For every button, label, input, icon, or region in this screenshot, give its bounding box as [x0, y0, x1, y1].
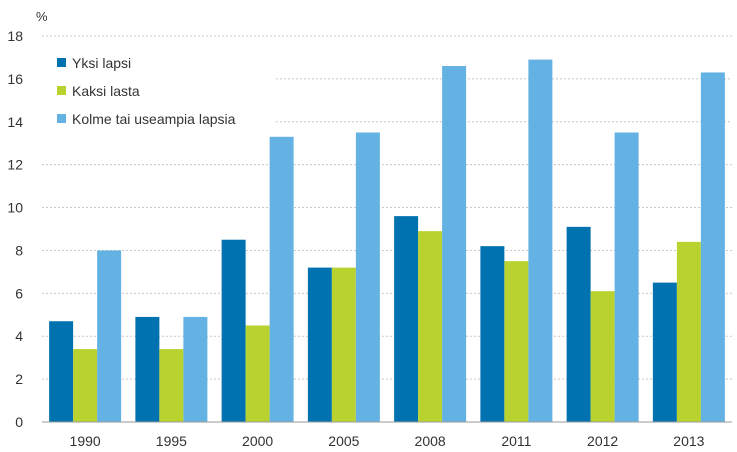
legend-swatch-3: [57, 114, 66, 123]
bar-2000-series-1: [221, 239, 246, 422]
gridlines: [42, 35, 732, 380]
bar-1995-series-3: [183, 316, 208, 422]
x-tick-label: 2000: [242, 433, 273, 449]
bar-2013-series-3: [700, 72, 725, 422]
bar-2012-series-2: [590, 291, 615, 422]
legend: Yksi lapsi Kaksi lasta Kolme tai useampia …: [57, 55, 236, 127]
legend-label-1: Yksi lapsi: [72, 55, 131, 71]
bar-2011-series-2: [504, 261, 529, 422]
bar-1990-series-2: [73, 349, 98, 422]
x-tick-label: 1995: [156, 433, 187, 449]
bar-1995-series-2: [159, 349, 184, 422]
bar-2013-series-2: [676, 241, 701, 422]
x-tick-label: 2011: [501, 433, 531, 449]
y-tick-label: 8: [15, 242, 23, 258]
y-tick-label: 2: [15, 371, 23, 387]
bar-2013-series-1: [652, 282, 677, 422]
y-tick-label: 12: [7, 157, 23, 173]
bar-2012-series-3: [614, 132, 639, 422]
bars: [49, 59, 725, 423]
x-axis-ticks: 1990 1995 2000 2005 2008 2011 2012 2013: [70, 433, 705, 449]
y-axis-ticks: 0 2 4 6 8 10 12 14 16 18: [7, 28, 23, 430]
bar-2005-series-3: [355, 132, 380, 422]
bar-1990-series-1: [49, 321, 74, 422]
bar-2011-series-1: [480, 246, 505, 422]
bar-2011-series-3: [528, 59, 553, 422]
y-axis-unit-label: %: [36, 9, 48, 24]
bar-2005-series-1: [307, 267, 332, 422]
x-tick-label: 2013: [673, 433, 704, 449]
y-tick-label: 14: [7, 114, 23, 130]
y-tick-label: 4: [15, 328, 23, 344]
y-tick-label: 18: [7, 28, 23, 44]
bar-2012-series-1: [566, 226, 591, 422]
x-tick-label: 2012: [587, 433, 618, 449]
legend-swatch-2: [57, 86, 66, 95]
bar-1990-series-3: [97, 250, 122, 422]
bar-2005-series-2: [331, 267, 356, 422]
y-tick-label: 6: [15, 285, 23, 301]
bar-2000-series-3: [269, 136, 294, 423]
bar-2008-series-2: [418, 231, 443, 422]
bar-2008-series-1: [394, 216, 419, 422]
bar-2000-series-2: [245, 325, 270, 422]
x-tick-label: 1990: [70, 433, 101, 449]
x-tick-label: 2008: [415, 433, 446, 449]
y-tick-label: 0: [15, 414, 23, 430]
bar-2008-series-3: [442, 66, 467, 423]
legend-label-2: Kaksi lasta: [72, 83, 140, 99]
y-tick-label: 16: [7, 71, 23, 87]
bar-1995-series-1: [135, 316, 160, 422]
legend-label-3: Kolme tai useampia lapsia: [72, 111, 236, 127]
y-tick-label: 10: [7, 200, 23, 216]
x-tick-label: 2005: [328, 433, 359, 449]
legend-swatch-1: [57, 58, 66, 67]
